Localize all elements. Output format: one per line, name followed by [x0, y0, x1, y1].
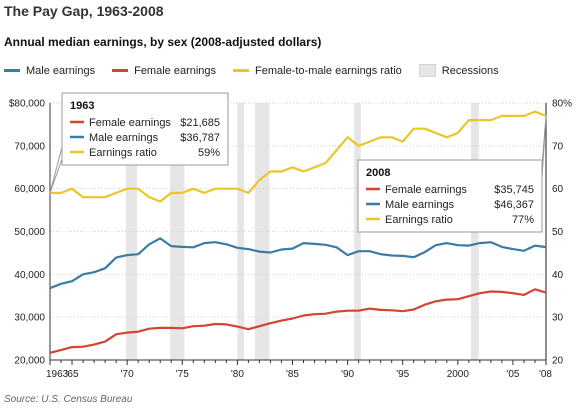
y-left-tick-label-2: 40,000	[14, 270, 45, 281]
callout-box-1963	[61, 92, 229, 166]
y-left-tick-label-4: 60,000	[14, 184, 45, 195]
series-line-female	[49, 288, 547, 354]
legend-female-swatch	[112, 69, 129, 72]
callout-label-2008-male: Male earnings	[385, 199, 455, 211]
source-note: Source: U.S. Census Bureau	[4, 394, 133, 405]
callout-year-1963: 1963	[70, 100, 94, 112]
series-line-ratio	[50, 110, 547, 203]
x-tick-label-2: '70	[121, 369, 134, 380]
callout-value-1963-male: $36,787	[180, 132, 220, 144]
callout-label-1963-female: Female earnings	[89, 117, 171, 129]
y-left-tick-label-6: $80,000	[9, 99, 46, 110]
callout-pointer-1963	[49, 146, 63, 194]
y-right-tick-label-2: 40	[552, 270, 564, 281]
x-tick-label-6: '90	[341, 369, 354, 380]
chart-title: The Pay Gap, 1963-2008	[4, 3, 164, 19]
x-tick-label-1: '65	[66, 369, 79, 380]
y-right-tick-label-1: 30	[552, 313, 564, 324]
legend-recessions-label: Recessions	[441, 64, 499, 77]
series-line-male	[49, 237, 547, 290]
x-tick-label-9: '05	[506, 369, 519, 380]
x-tick-label-0: 1963	[46, 369, 69, 380]
y-right-tick-label-3: 50	[552, 227, 564, 238]
legend-ratio: Female-to-male earnings ratio	[233, 65, 402, 77]
recession-band-2	[237, 103, 244, 360]
callout-label-2008-ratio: Earnings ratio	[385, 214, 453, 226]
legend-female: Female earnings	[112, 65, 216, 77]
legend-male-swatch	[4, 69, 20, 72]
x-tick-label-4: '80	[231, 369, 244, 380]
callout-label-1963-ratio: Earnings ratio	[89, 147, 157, 159]
y-left-tick-label-3: 50,000	[14, 227, 45, 238]
chart-subtitle: Annual median earnings, by sex (2008-adj…	[4, 35, 322, 49]
x-tick-label-10: '08	[539, 369, 552, 380]
legend-ratio-label: Female-to-male earnings ratio	[255, 64, 402, 77]
y-right-tick-label-4: 60	[552, 184, 564, 195]
y-right-tick-label-6: 80%	[552, 99, 572, 110]
callout-label-1963-male: Male earnings	[89, 132, 159, 144]
legend-male: Male earnings	[4, 65, 95, 77]
legend-female-label: Female earnings	[134, 64, 217, 77]
legend: Male earnings Female earnings Female-to-…	[4, 64, 516, 77]
y-left-tick-label-5: 70,000	[14, 141, 45, 152]
legend-male-label: Male earnings	[26, 64, 96, 77]
y-right-tick-label-5: 70	[552, 141, 564, 152]
legend-recession-swatch	[418, 64, 436, 77]
x-tick-label-5: '85	[286, 369, 299, 380]
x-tick-label-8: 2000	[447, 369, 470, 380]
recession-band-1	[170, 103, 185, 360]
y-right-tick-label-0: 20	[552, 356, 564, 367]
callout-value-2008-ratio: 77%	[512, 214, 534, 226]
callout-year-2008: 2008	[366, 167, 390, 179]
callout-value-1963-female: $21,685	[180, 117, 220, 129]
legend-recessions: Recessions	[418, 64, 499, 77]
callout-value-2008-male: $46,367	[494, 199, 534, 211]
callout-value-1963-ratio: 59%	[198, 147, 220, 159]
callout-box-2008	[357, 159, 543, 233]
x-tick-label-7: '95	[396, 369, 409, 380]
x-tick-label-3: '75	[176, 369, 189, 380]
callout-label-2008-female: Female earnings	[385, 184, 467, 196]
recession-band-3	[255, 103, 270, 360]
callout-value-2008-female: $35,745	[494, 184, 534, 196]
y-left-tick-label-1: 30,000	[14, 313, 45, 324]
legend-ratio-swatch	[233, 69, 250, 72]
y-left-tick-label-0: 20,000	[14, 356, 45, 367]
